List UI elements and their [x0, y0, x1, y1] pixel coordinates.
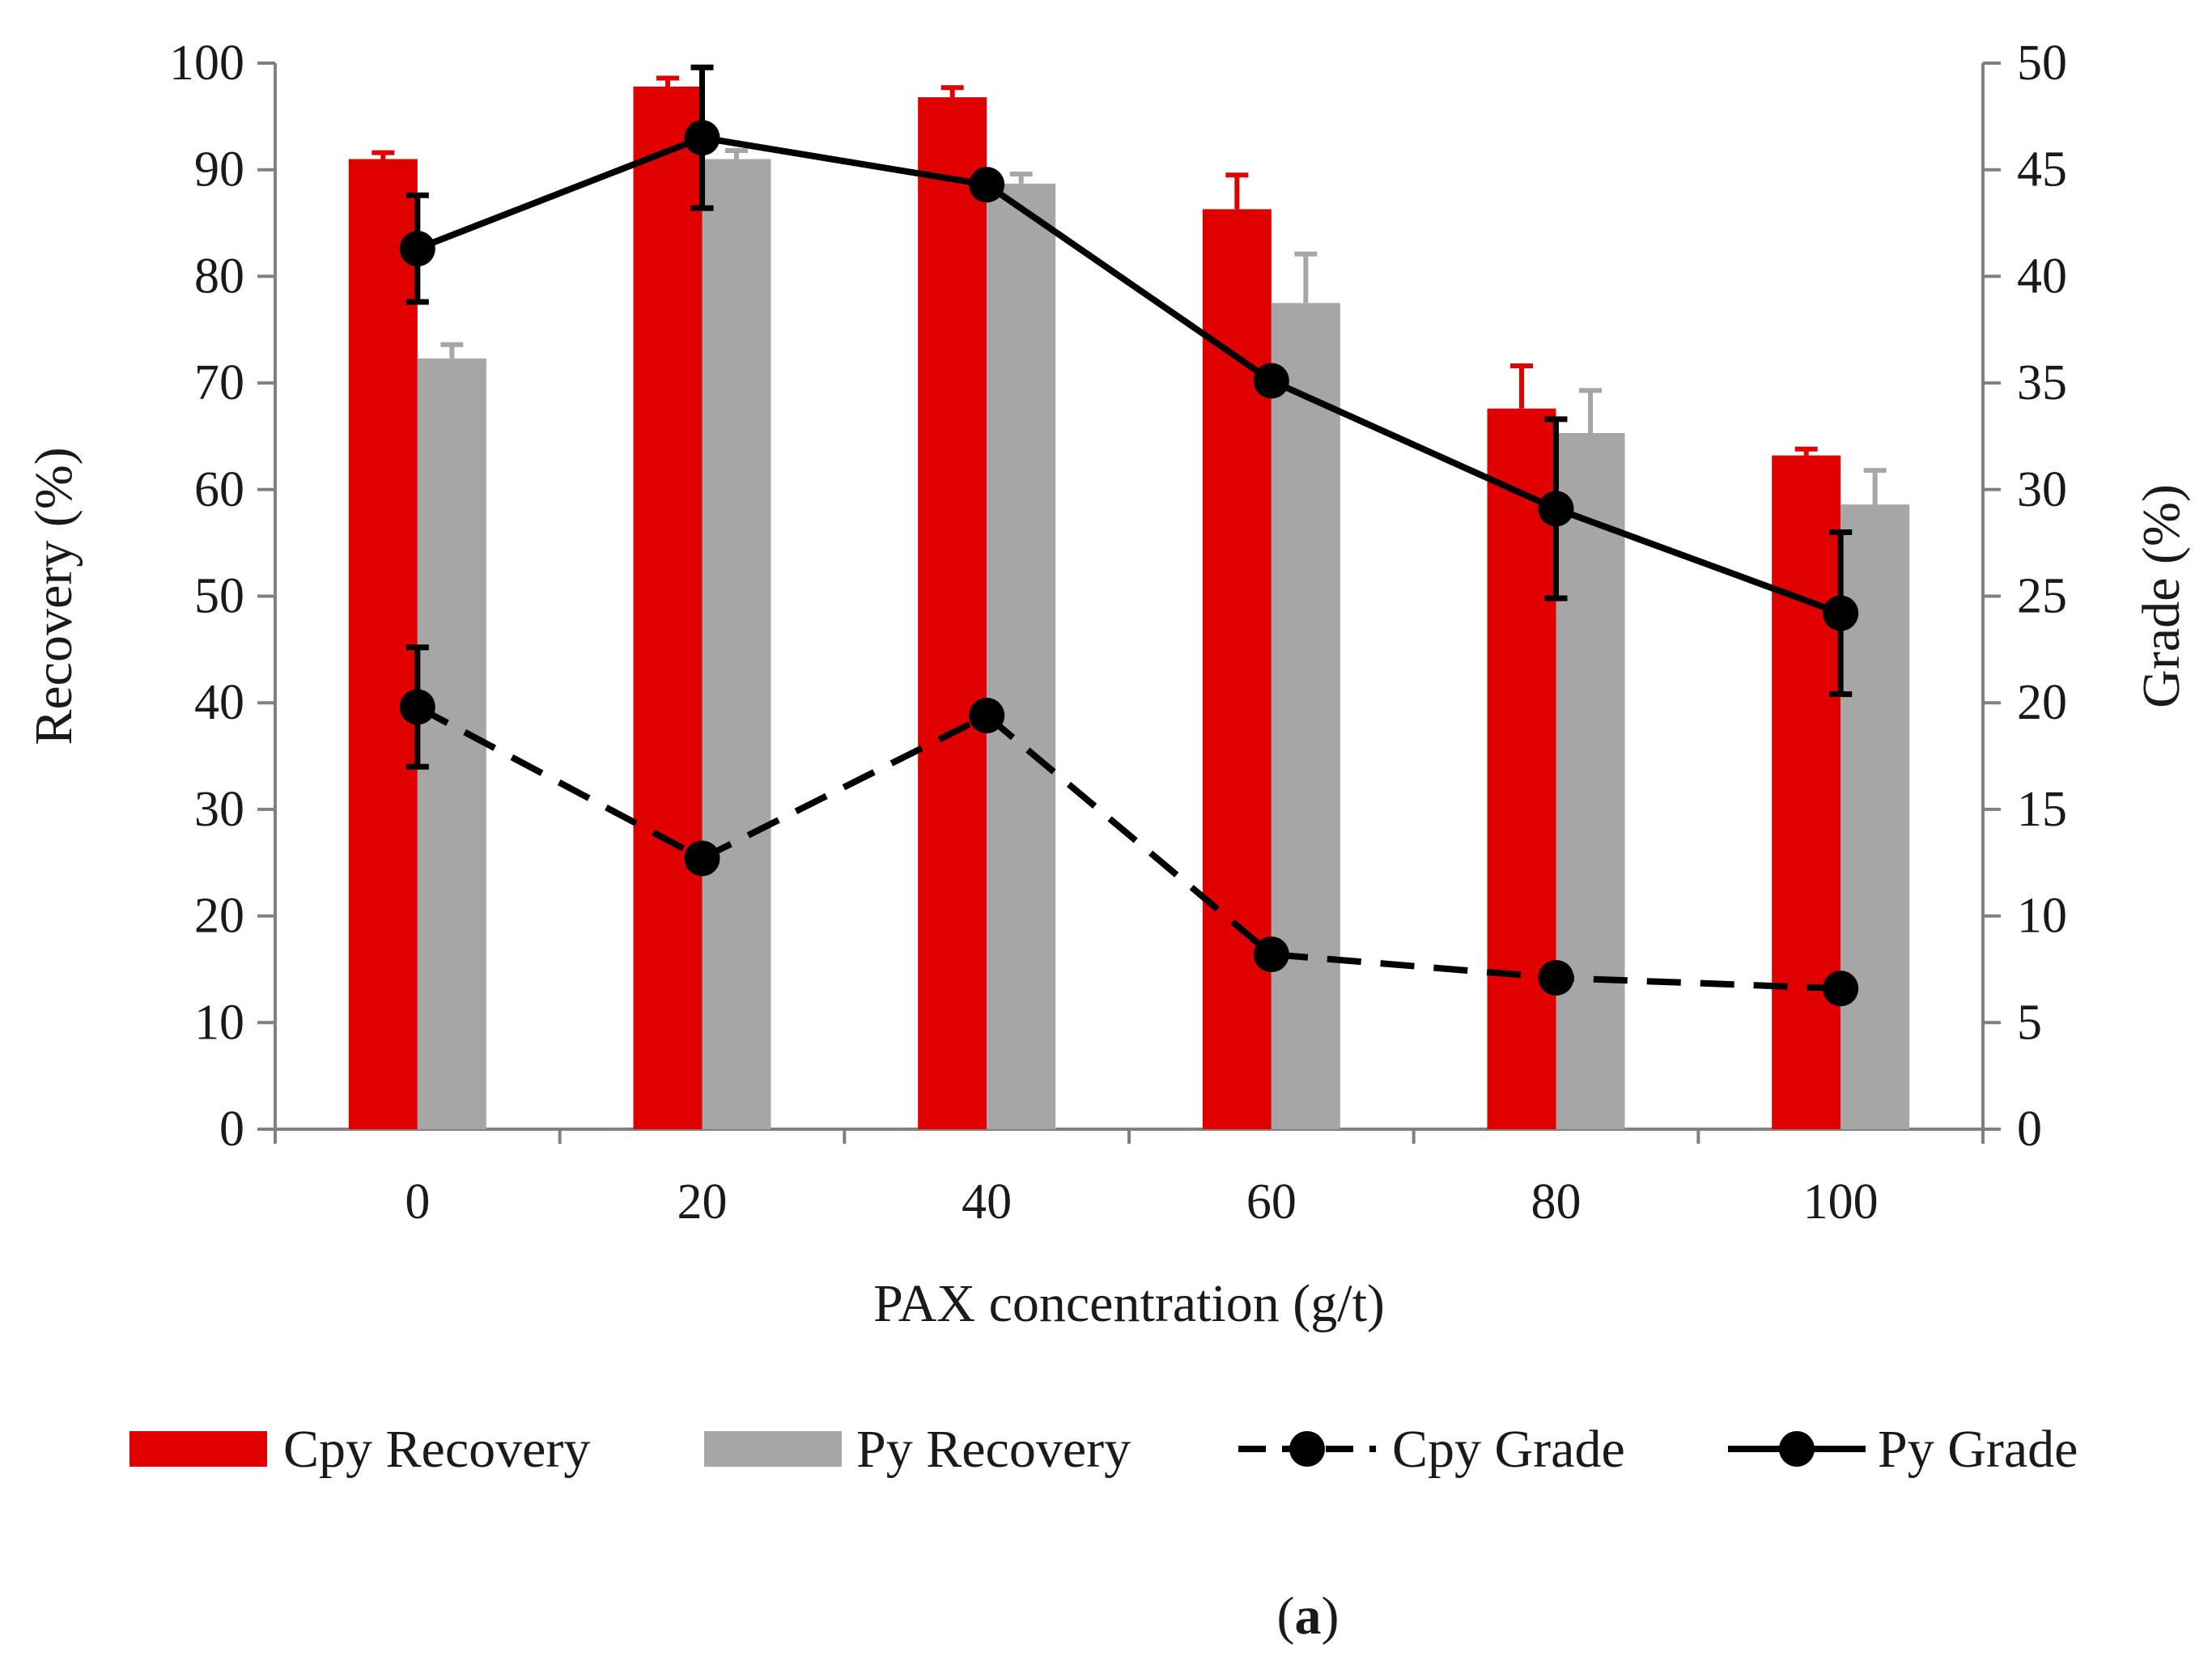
legend-swatch-py-recovery	[704, 1431, 842, 1467]
right-tick-label: 15	[2017, 782, 2067, 837]
bar-cpy-recovery	[1487, 408, 1556, 1129]
bar-cpy-recovery	[633, 86, 703, 1129]
right-tick-label: 30	[2017, 462, 2067, 517]
marker-cpy-grade	[1538, 959, 1574, 996]
x-tick-label: 0	[405, 1175, 430, 1230]
legend-label-cpy-recovery: Cpy Recovery	[283, 1420, 590, 1479]
left-tick-label: 40	[194, 675, 244, 730]
legend-label-py-recovery: Py Recovery	[856, 1420, 1131, 1479]
right-tick-label: 20	[2017, 675, 2067, 730]
left-tick-label: 0	[219, 1102, 244, 1157]
legend-label-py-grade: Py Grade	[1878, 1420, 2078, 1479]
bar-cpy-recovery	[1772, 455, 1841, 1129]
marker-cpy-grade	[399, 689, 435, 725]
legend-marker-cpy-grade	[1289, 1431, 1325, 1467]
x-tick-label: 20	[677, 1175, 728, 1230]
bar-py-recovery	[417, 358, 486, 1130]
x-tick-label: 80	[1531, 1175, 1582, 1230]
x-tick-label: 40	[962, 1175, 1012, 1230]
bar-py-recovery	[1271, 303, 1340, 1129]
legend: Cpy Recovery Py Recovery Cpy Grade Py Grade	[129, 1420, 2078, 1479]
bar-cpy-recovery	[1202, 209, 1272, 1130]
left-tick-label: 20	[194, 889, 244, 944]
marker-py-grade	[684, 120, 720, 156]
legend-label-cpy-grade: Cpy Grade	[1392, 1420, 1625, 1479]
x-axis-title: PAX concentration (g/t)	[873, 1274, 1385, 1333]
marker-py-grade	[1253, 363, 1289, 399]
right-tick-label: 5	[2017, 995, 2042, 1050]
labels: 0 10 20 30 40 50 60 70 80 90 100 0 5 10 15 20 25 30 35 40 45…	[24, 36, 2191, 1333]
x-tick-label: 100	[1803, 1175, 1879, 1230]
right-tick-label: 40	[2017, 249, 2067, 304]
left-tick-label: 50	[194, 569, 244, 624]
bar-py-recovery	[702, 159, 771, 1129]
left-tick-label: 60	[194, 462, 244, 517]
marker-py-grade	[1823, 595, 1859, 631]
line-cpy-grade	[415, 703, 1841, 992]
marker-cpy-grade	[1823, 971, 1859, 1007]
left-tick-label: 10	[194, 995, 244, 1050]
right-tick-label: 25	[2017, 569, 2067, 624]
axes	[257, 62, 2001, 1144]
bars	[348, 75, 1910, 1130]
bar-py-recovery	[1556, 432, 1625, 1129]
marker-py-grade	[1538, 491, 1574, 527]
line-py-grade	[416, 134, 1842, 617]
right-tick-label: 0	[2017, 1102, 2042, 1157]
left-tick-label: 90	[194, 142, 244, 198]
right-tick-label: 35	[2017, 355, 2067, 410]
right-tick-label: 50	[2017, 36, 2067, 91]
figure-caption: (a)	[1277, 1587, 1340, 1646]
right-axis-title: Grade (%)	[2132, 484, 2191, 708]
bar-py-recovery	[1841, 504, 1910, 1129]
x-tick-label: 60	[1246, 1175, 1297, 1230]
left-tick-label: 70	[194, 355, 244, 410]
marker-cpy-grade	[1253, 937, 1289, 973]
left-axis-title: Recovery (%)	[24, 447, 83, 745]
legend-marker-py-grade	[1779, 1431, 1815, 1467]
right-tick-label: 10	[2017, 889, 2067, 944]
left-tick-label: 30	[194, 782, 244, 837]
right-tick-label: 45	[2017, 142, 2067, 198]
grade-lines	[399, 64, 1859, 1007]
marker-py-grade	[399, 231, 435, 267]
marker-cpy-grade	[684, 840, 720, 877]
legend-swatch-cpy-recovery	[129, 1431, 267, 1467]
marker-py-grade	[969, 167, 1005, 203]
marker-cpy-grade	[969, 698, 1005, 734]
bar-cpy-recovery	[918, 97, 987, 1129]
bar-cpy-recovery	[348, 159, 418, 1129]
bar-py-recovery	[987, 183, 1056, 1129]
left-tick-label: 100	[169, 36, 244, 91]
left-tick-label: 80	[194, 249, 244, 304]
